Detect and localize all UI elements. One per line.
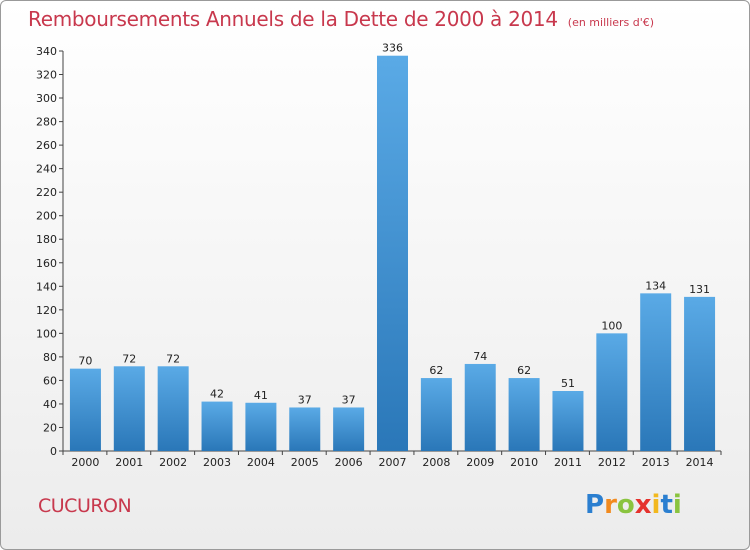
x-tick-label: 2014 <box>686 456 714 469</box>
y-tick-label: 180 <box>36 233 57 246</box>
y-tick-label: 280 <box>36 116 57 129</box>
data-label: 100 <box>601 319 622 332</box>
data-label: 37 <box>298 393 312 406</box>
y-tick-label: 140 <box>36 280 57 293</box>
y-tick-label: 40 <box>43 398 57 411</box>
proxiti-logo: Proxiti <box>585 490 682 520</box>
logo-letter: r <box>604 490 617 520</box>
y-tick-label: 80 <box>43 351 57 364</box>
chart-unit: (en milliers d'€) <box>567 16 655 29</box>
data-label: 62 <box>429 364 443 377</box>
chart-title-text: Remboursements Annuels de la Dette de 20… <box>28 7 558 31</box>
y-tick-label: 60 <box>43 374 57 387</box>
bar <box>508 378 540 451</box>
data-label: 134 <box>645 279 666 292</box>
x-tick-label: 2001 <box>115 456 143 469</box>
x-tick-label: 2003 <box>203 456 231 469</box>
x-tick-label: 2009 <box>466 456 494 469</box>
x-tick-label: 2005 <box>291 456 319 469</box>
x-tick-label: 2010 <box>510 456 538 469</box>
data-label: 72 <box>166 352 180 365</box>
y-tick-labels: 0 20 40 60 80 100 120 140 160 180 200 220 240 260 280 3… <box>36 45 57 458</box>
data-label: 131 <box>689 283 710 296</box>
y-tick-label: 100 <box>36 327 57 340</box>
data-label: 37 <box>342 393 356 406</box>
x-tick-label: 2006 <box>335 456 363 469</box>
bar <box>684 296 716 451</box>
logo-letter: i <box>651 490 661 520</box>
x-tick-label: 2004 <box>247 456 275 469</box>
logo-letter: t <box>660 490 673 520</box>
y-tick-label: 160 <box>36 257 57 270</box>
commune-name: CUCURON <box>38 495 132 517</box>
y-tick-label: 200 <box>36 210 57 223</box>
y-tick-label: 120 <box>36 304 57 317</box>
x-tick-label: 2013 <box>642 456 670 469</box>
x-tick-label: 2011 <box>554 456 582 469</box>
y-tick-label: 340 <box>36 45 57 58</box>
bar <box>333 407 365 451</box>
bar <box>289 407 321 451</box>
data-label: 72 <box>122 352 136 365</box>
x-tick-label: 2012 <box>598 456 626 469</box>
bar <box>157 366 189 451</box>
chart-title: Remboursements Annuels de la Dette de 20… <box>28 7 654 31</box>
bar <box>420 378 452 451</box>
data-label: 51 <box>561 377 575 390</box>
logo-letter: P <box>585 490 605 520</box>
bars <box>69 55 716 452</box>
data-labels: 70 72 72 42 41 37 37 336 62 74 62 51 100 134 131 <box>78 42 710 407</box>
x-tick-label: 2007 <box>379 456 407 469</box>
bar <box>113 366 145 451</box>
bar <box>377 55 408 452</box>
x-tick-labels: 2000 2001 2002 2003 2004 2005 2006 2007 2008 2009… <box>71 456 713 469</box>
x-tick-label: 2002 <box>159 456 187 469</box>
data-label: 70 <box>78 355 92 368</box>
logo-letter: o <box>616 490 635 520</box>
y-tick-label: 0 <box>50 445 57 458</box>
y-tick-label: 260 <box>36 139 57 152</box>
bar <box>552 391 584 451</box>
data-label: 42 <box>210 388 224 401</box>
data-label: 62 <box>517 364 531 377</box>
bar <box>69 368 101 451</box>
x-tick-label: 2000 <box>71 456 99 469</box>
data-label: 41 <box>254 389 268 402</box>
y-tick-label: 300 <box>36 92 57 105</box>
bar <box>245 402 277 451</box>
logo-letter: x <box>634 490 652 520</box>
y-tick-label: 320 <box>36 69 57 82</box>
bar <box>464 363 496 451</box>
bar <box>201 401 233 451</box>
y-tick-label: 20 <box>43 421 57 434</box>
y-tick-label: 220 <box>36 186 57 199</box>
bar <box>640 293 672 451</box>
y-tick-label: 240 <box>36 163 57 176</box>
data-label: 336 <box>382 42 403 55</box>
data-label: 74 <box>473 350 487 363</box>
logo-letter: i <box>672 490 682 520</box>
bar <box>596 333 628 451</box>
x-tick-label: 2008 <box>422 456 450 469</box>
